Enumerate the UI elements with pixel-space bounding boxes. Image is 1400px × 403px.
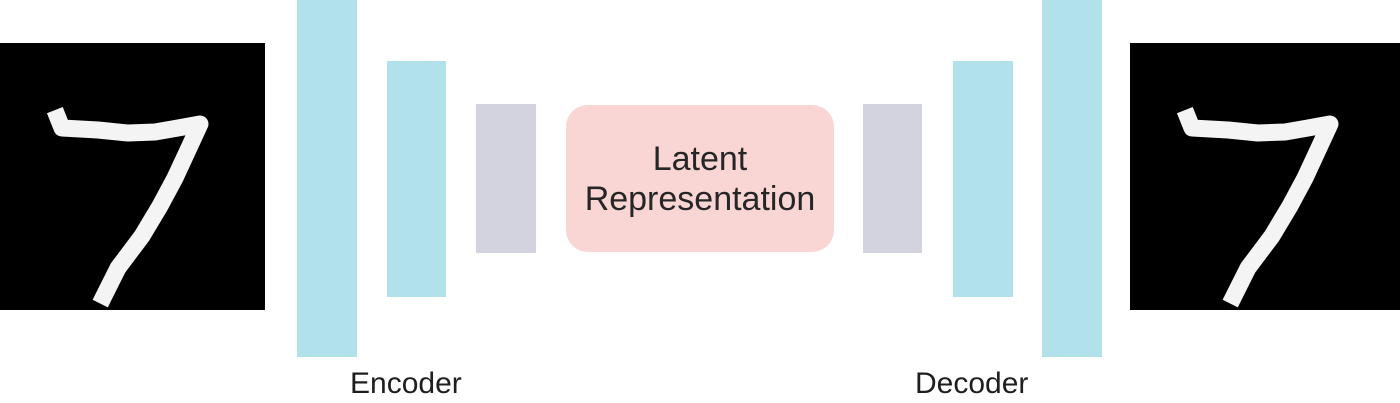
encoder-label: Encoder: [350, 367, 462, 400]
handwritten-digit-7-icon: [46, 106, 209, 308]
output-image: [1130, 43, 1400, 310]
encoder-layer-2: [387, 61, 446, 297]
input-image: [0, 43, 265, 310]
handwritten-digit-7-icon: [1176, 106, 1339, 308]
decoder-label: Decoder: [915, 367, 1029, 400]
encoder-layer-3: [476, 104, 536, 253]
decoder-layer-3: [1042, 0, 1102, 357]
latent-representation-box: Latent Representation: [566, 105, 834, 252]
decoder-layer-2: [953, 61, 1013, 297]
decoder-layer-1: [863, 104, 922, 253]
encoder-layer-1: [297, 0, 357, 357]
